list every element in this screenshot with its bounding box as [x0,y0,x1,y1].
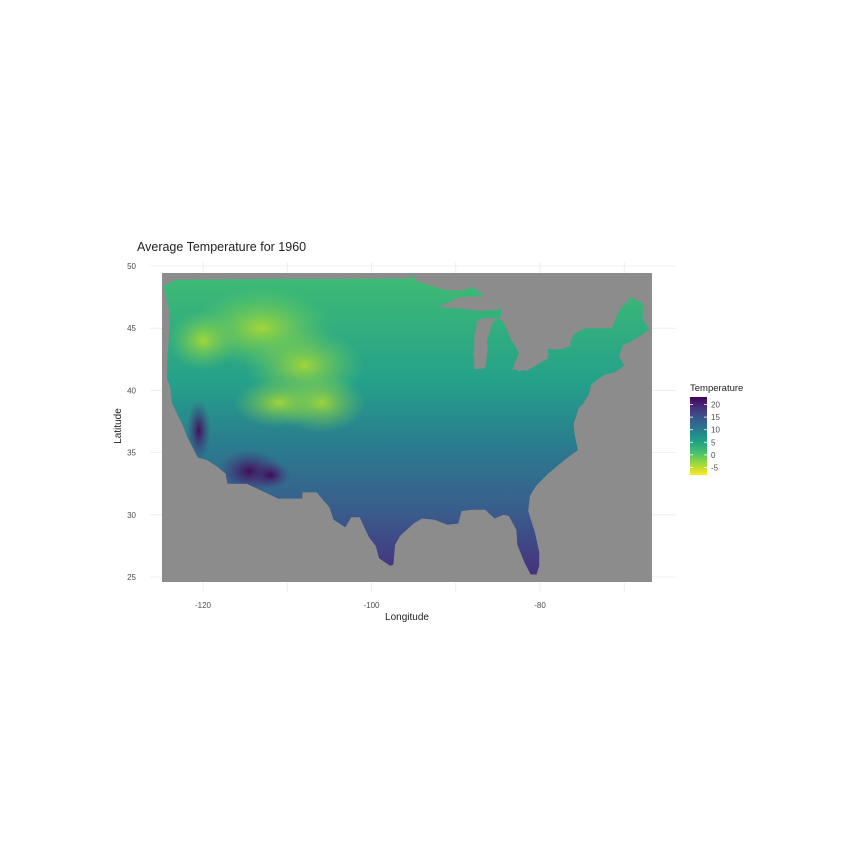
y-axis-ticks: 25 30 35 40 45 50 [127,262,136,582]
legend-title: Temperature [690,383,743,394]
us-temperature-raster [163,273,650,575]
chart-title: Average Temperature for 1960 [137,240,306,254]
y-tick-label: 35 [127,449,136,458]
x-tick-label: -100 [363,601,380,610]
legend-label: 15 [711,413,720,422]
y-tick-label: 50 [127,262,136,271]
y-tick-label: 25 [127,573,136,582]
y-tick-label: 45 [127,324,136,333]
y-axis-title: Latitude [113,408,124,444]
y-tick-label: 40 [127,386,136,395]
legend-label: -5 [711,463,719,472]
x-axis-ticks: -120 -100 -80 [195,601,546,610]
x-tick-label: -120 [195,601,212,610]
legend-label: 10 [711,426,720,435]
x-tick-label: -80 [534,601,546,610]
x-axis-title: Longitude [385,612,429,623]
legend-label: 5 [711,438,716,447]
great-lakes [438,295,572,371]
legend-label: 20 [711,401,720,410]
color-legend: Temperature 20 15 10 5 0 -5 [690,383,743,475]
y-tick-label: 30 [127,511,136,520]
legend-label: 0 [711,451,716,460]
legend-colorbar [690,397,707,475]
